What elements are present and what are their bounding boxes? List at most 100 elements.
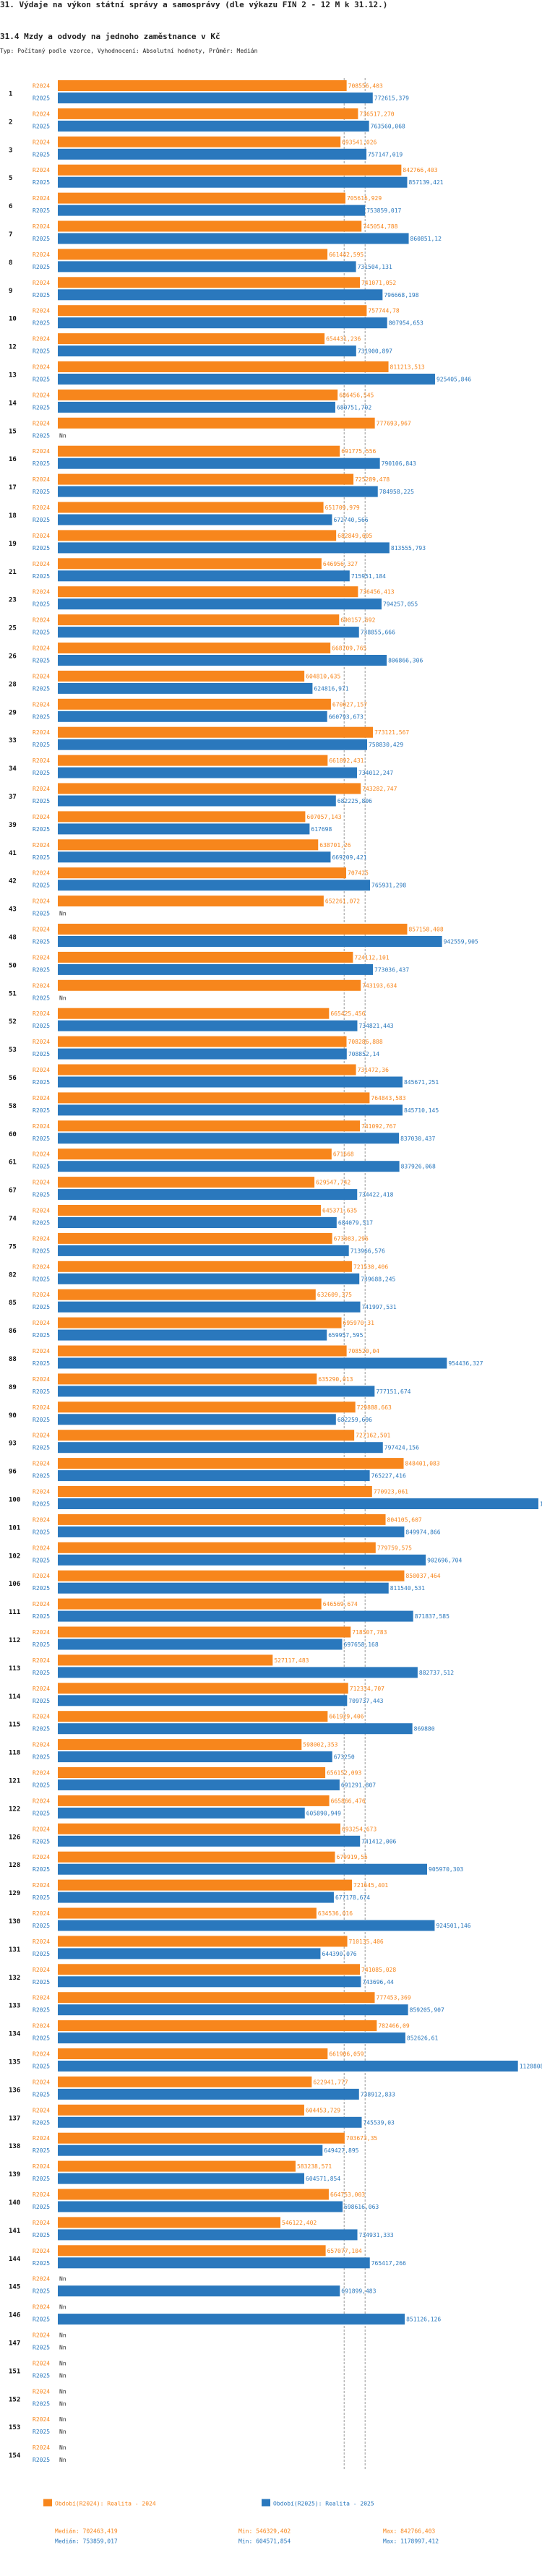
value-label-2024: 583238,571	[297, 2163, 332, 2170]
value-label-2024: 725289,478	[355, 476, 390, 483]
value-label-2025: 849974,866	[405, 1529, 440, 1535]
bar-2024	[58, 951, 353, 963]
value-label-2024: 729888,663	[357, 1404, 392, 1411]
bar-2024	[58, 417, 375, 429]
category-label: 133	[9, 2003, 20, 2010]
row-label-2024: R2024	[33, 589, 50, 596]
category-label: 101	[9, 1524, 20, 1532]
value-label-2024: 651709,979	[325, 505, 360, 511]
bar-2025	[58, 1920, 435, 1931]
row-label-2024: R2024	[33, 83, 50, 90]
row-label-2025: R2025	[33, 2204, 50, 2210]
bar-2024	[58, 1711, 328, 1722]
category-label: 60	[9, 1131, 17, 1138]
row-label-2025: R2025	[33, 1557, 50, 1563]
row-label-2024: R2024	[33, 1601, 50, 1607]
category-label: 93	[9, 1441, 17, 1448]
row-label-2024: R2024	[33, 1180, 50, 1186]
value-label-2024: 686456,545	[339, 392, 374, 398]
bar-2025	[58, 1723, 413, 1735]
row-label-2024: R2024	[33, 1854, 50, 1860]
bar-2025	[58, 486, 378, 497]
row-label-2024: R2024	[33, 1208, 50, 1214]
bar-2024	[58, 1767, 326, 1778]
row-label-2024: R2024	[33, 2107, 50, 2113]
value-label-2025: 731900,897	[358, 348, 392, 355]
value-label-2024: 811213,513	[390, 364, 425, 371]
row-label-2025: R2025	[33, 966, 50, 973]
row-label-2025: R2025	[33, 432, 50, 439]
bar-2025	[58, 1161, 400, 1172]
bar-2025	[58, 1779, 340, 1790]
bar-2024	[58, 924, 408, 935]
row-label-2024: R2024	[33, 167, 50, 173]
value-label-2024: 703673,35	[346, 2135, 378, 2142]
row-label-2024: R2024	[33, 954, 50, 961]
row-label-2024: R2024	[33, 645, 50, 652]
chart-type-line: Typ: Počítaný podle vzorce, Vyhodnocení:…	[0, 48, 258, 54]
category-label: 145	[9, 2284, 20, 2291]
category-label: 1	[9, 90, 12, 98]
row-label-2024: R2024	[33, 1123, 50, 1130]
row-label-2024: R2024	[33, 336, 50, 343]
value-label-2025: 672740,566	[333, 517, 368, 523]
value-label-2024: 665866,476	[331, 1798, 366, 1804]
value-label-2025: 765417,266	[371, 2260, 406, 2267]
bar-2025	[58, 2201, 343, 2212]
bar-2024	[58, 1092, 370, 1104]
row-label-2025: R2025	[33, 1360, 50, 1367]
bar-2024	[58, 2020, 377, 2032]
row-label-2025: R2025	[33, 1276, 50, 1282]
value-label-2024: 668709,765	[332, 645, 366, 652]
bar-2025	[58, 374, 435, 385]
value-label-2025: 851126,126	[406, 2317, 441, 2323]
row-label-2025: R2025	[33, 264, 50, 270]
value-label-2025: 905970,303	[429, 1866, 463, 1873]
value-label-2024: 848401,083	[405, 1461, 440, 1467]
value-label-2024: 654431,236	[326, 336, 361, 343]
row-label-2024: R2024	[33, 1657, 50, 1664]
bar-2024	[58, 389, 338, 400]
bar-2024	[58, 136, 341, 147]
bar-2024	[58, 1823, 341, 1834]
value-label-2024: 682849,605	[337, 533, 372, 539]
row-label-2024: R2024	[33, 561, 50, 567]
missing-value-label: Nn	[59, 2457, 66, 2463]
bar-2025	[58, 710, 327, 722]
row-label-2025: R2025	[33, 826, 50, 833]
bar-2025	[58, 880, 371, 891]
bar-2024	[58, 1992, 375, 2004]
row-label-2025: R2025	[33, 2429, 50, 2435]
row-label-2024: R2024	[33, 1489, 50, 1495]
bar-2025	[58, 682, 313, 694]
value-label-2024: 691775,556	[341, 448, 376, 455]
value-label-2025: 837030,437	[400, 1135, 435, 1142]
row-label-2025: R2025	[33, 601, 50, 608]
row-label-2025: R2025	[33, 1135, 50, 1142]
bar-2024	[58, 2132, 345, 2144]
category-label: 29	[9, 709, 17, 716]
category-label: 50	[9, 962, 17, 969]
category-label: 151	[9, 2368, 20, 2375]
bar-2025	[58, 1133, 400, 1144]
bar-2024	[58, 1542, 376, 1553]
row-label-2024: R2024	[33, 1151, 50, 1158]
value-label-2024: 634536,016	[318, 1910, 353, 1917]
category-label: 88	[9, 1356, 17, 1363]
category-label: 8	[9, 259, 12, 267]
row-label-2024: R2024	[33, 2163, 50, 2170]
value-label-2024: 710135,406	[349, 1939, 384, 1945]
bar-2024	[58, 164, 402, 176]
bar-2025	[58, 148, 367, 160]
category-label: 135	[9, 2058, 20, 2066]
bar-2024	[58, 108, 358, 119]
value-label-2024: 661906,059	[329, 2051, 364, 2058]
row-label-2024: R2024	[33, 701, 50, 708]
value-label-2025: 758830,429	[369, 742, 403, 748]
row-label-2025: R2025	[33, 1670, 50, 1676]
row-label-2025: R2025	[33, 2147, 50, 2154]
value-label-2024: 707425	[348, 870, 369, 877]
value-label-2025: 777151,674	[376, 1388, 410, 1395]
category-label: 100	[9, 1496, 20, 1503]
row-label-2025: R2025	[33, 236, 50, 242]
